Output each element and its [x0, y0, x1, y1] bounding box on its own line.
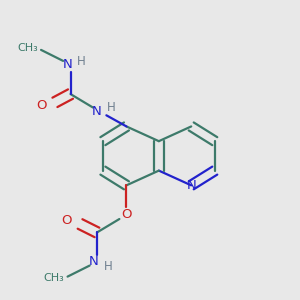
Text: O: O: [121, 208, 132, 221]
Text: O: O: [61, 214, 71, 227]
Text: N: N: [186, 179, 196, 192]
Text: O: O: [36, 99, 46, 112]
Text: N: N: [63, 58, 72, 71]
Text: H: H: [77, 55, 86, 68]
Text: CH₃: CH₃: [44, 273, 64, 283]
Text: CH₃: CH₃: [17, 44, 38, 53]
Text: N: N: [89, 255, 99, 268]
Text: H: H: [107, 101, 116, 114]
Text: N: N: [92, 105, 102, 118]
Text: H: H: [104, 260, 112, 273]
